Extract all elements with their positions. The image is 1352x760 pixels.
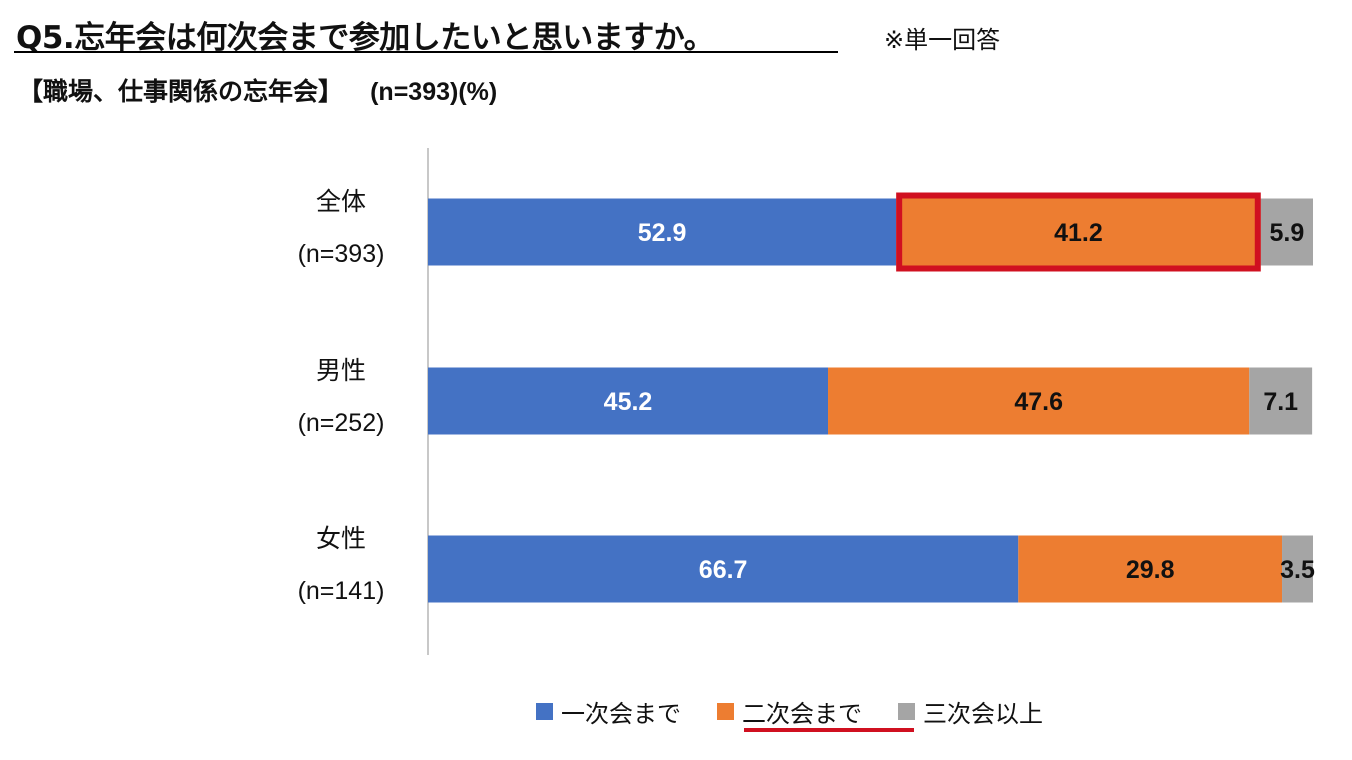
title-underline xyxy=(14,51,838,53)
stacked-bar-chart: 全体 (n=393) 52.9 41.2 5.9 男性 (n=252) 45.2 47.6 7.1… xyxy=(298,148,1315,655)
legend-highlight-underline xyxy=(744,728,914,732)
data-label: 45.2 xyxy=(604,388,653,416)
data-label: 47.6 xyxy=(1014,388,1063,416)
category-label: 全体 xyxy=(316,188,366,216)
bar-segment xyxy=(428,535,1019,603)
highlight-frame xyxy=(896,192,1261,272)
legend-item: 二次会まで xyxy=(717,694,862,729)
legend-item: 三次会以上 xyxy=(898,694,1043,729)
bar-segment xyxy=(1018,535,1283,603)
category-label: 男性 xyxy=(316,357,366,385)
question-title: Q5.忘年会は何次会まで参加したいと思いますか。 xyxy=(16,20,715,56)
legend-swatch xyxy=(717,703,734,720)
sample-size-label: (n=393)(%) xyxy=(370,78,498,106)
data-label: 41.2 xyxy=(1054,219,1103,247)
legend-item: 一次会まで xyxy=(536,694,681,729)
data-label: 66.7 xyxy=(699,556,748,584)
data-label: 5.9 xyxy=(1270,219,1305,247)
bar-segment xyxy=(896,198,1261,266)
bar-segment xyxy=(828,367,1250,435)
legend-swatch xyxy=(536,703,553,720)
chart-legend: 一次会まで 二次会まで 三次会以上 xyxy=(536,694,1079,729)
legend-swatch xyxy=(898,703,915,720)
category-sample-label: (n=393) xyxy=(298,240,385,268)
answer-type-note: ※単一回答 xyxy=(884,26,1001,54)
chart-subtitle: 【職場、仕事関係の忘年会】 xyxy=(18,77,344,106)
legend-label: 三次会以上 xyxy=(923,700,1043,728)
legend-label: 二次会まで xyxy=(742,700,862,728)
bar-segment xyxy=(1260,198,1313,266)
data-label: 7.1 xyxy=(1263,388,1298,416)
subtitle-row: 【職場、仕事関係の忘年会】 (n=393)(%) xyxy=(18,72,497,108)
bar-segment xyxy=(428,198,897,266)
bar-segment xyxy=(1282,535,1313,603)
data-label: 3.5 xyxy=(1280,556,1315,584)
bar-segment xyxy=(1249,367,1313,435)
data-label: 29.8 xyxy=(1126,556,1175,584)
category-sample-label: (n=141) xyxy=(298,577,385,605)
bar-segment xyxy=(428,367,829,435)
legend-label: 一次会まで xyxy=(561,700,681,728)
category-sample-label: (n=252) xyxy=(298,409,385,437)
category-label: 女性 xyxy=(316,525,366,553)
data-label: 52.9 xyxy=(638,219,687,247)
